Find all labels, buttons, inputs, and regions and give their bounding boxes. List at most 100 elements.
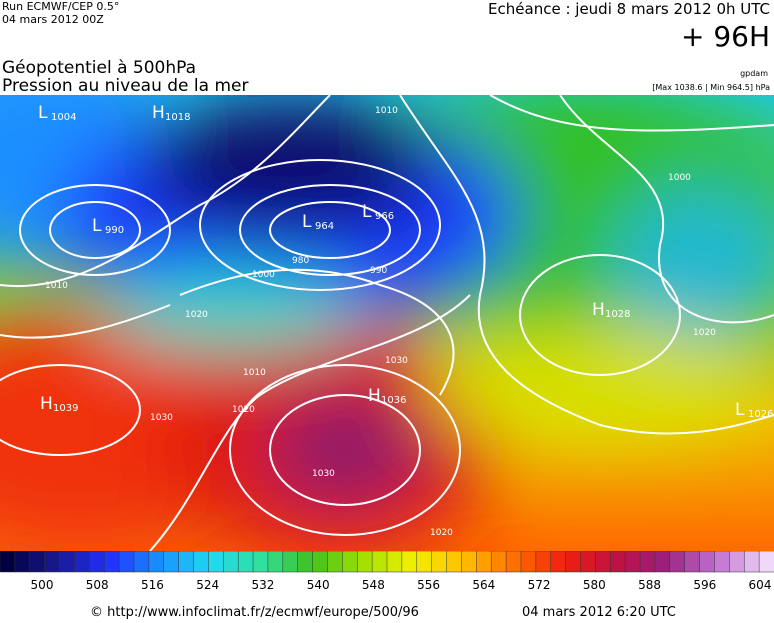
isobar-label: 1000 bbox=[252, 270, 275, 280]
extremes-label: [Max 1038.6 | Min 964.5] hPa bbox=[652, 83, 770, 92]
scale-label: 588 bbox=[638, 578, 661, 592]
swatch bbox=[550, 551, 567, 573]
footer-date: 04 mars 2012 6:20 UTC bbox=[522, 605, 676, 620]
scale-label: 564 bbox=[472, 578, 495, 592]
color-scale: 500 508 516 524 532 540 548 556 564 572 580 588 596 6… bbox=[0, 551, 774, 592]
swatch bbox=[208, 551, 225, 573]
source-url: © http://www.infoclimat.fr/z/ecmwf/europ… bbox=[90, 605, 419, 620]
swatch bbox=[758, 551, 774, 573]
isobar-label: 1020 bbox=[185, 310, 208, 320]
swatch bbox=[416, 551, 433, 573]
swatch bbox=[133, 551, 150, 573]
swatch bbox=[29, 551, 46, 573]
swatch bbox=[371, 551, 388, 573]
scale-label: 572 bbox=[528, 578, 551, 592]
swatch bbox=[669, 551, 686, 573]
scale-label: 524 bbox=[196, 578, 219, 592]
swatch bbox=[610, 551, 626, 573]
swatch bbox=[59, 551, 76, 573]
swatch bbox=[386, 551, 403, 573]
isobar-label: 980 bbox=[292, 256, 309, 266]
run-date: 04 mars 2012 00Z bbox=[2, 13, 104, 26]
center-kind: L bbox=[38, 103, 48, 123]
isobar-label: 1000 bbox=[668, 173, 691, 183]
swatch bbox=[729, 551, 745, 573]
swatches bbox=[0, 551, 774, 573]
scale-labels: 500 508 516 524 532 540 548 556 564 572 580 588 596 6… bbox=[31, 578, 772, 592]
swatch bbox=[312, 551, 329, 573]
center-kind: H bbox=[592, 300, 605, 320]
center-kind: H bbox=[152, 103, 165, 123]
swatch bbox=[565, 551, 582, 573]
swatch bbox=[103, 551, 120, 573]
swatch bbox=[193, 551, 210, 573]
swatch bbox=[223, 551, 239, 573]
center-kind: H bbox=[40, 394, 53, 414]
center-value: 1018 bbox=[165, 112, 190, 123]
isobar-label: 1010 bbox=[45, 281, 68, 291]
scale-label: 604 bbox=[749, 578, 772, 592]
isobar-label: 1020 bbox=[430, 528, 453, 538]
swatch bbox=[505, 551, 522, 573]
swatch bbox=[342, 551, 358, 573]
center-kind: L bbox=[92, 216, 102, 236]
center-value: 1026 bbox=[748, 409, 773, 420]
swatch bbox=[252, 551, 269, 573]
swatch bbox=[267, 551, 284, 573]
swatch bbox=[684, 551, 701, 573]
valid-time: Echéance : jeudi 8 mars 2012 0h UTC bbox=[488, 0, 770, 18]
scale-label: 556 bbox=[417, 578, 440, 592]
swatch bbox=[490, 551, 507, 573]
swatch bbox=[520, 551, 537, 573]
swatch bbox=[476, 551, 492, 573]
swatch bbox=[461, 551, 478, 573]
swatch bbox=[654, 551, 671, 573]
swatch bbox=[282, 551, 299, 573]
swatch bbox=[699, 551, 716, 573]
swatch bbox=[327, 551, 344, 573]
swatch bbox=[595, 551, 612, 573]
swatch bbox=[118, 551, 135, 573]
center-value: 964 bbox=[315, 221, 334, 232]
scale-label: 548 bbox=[362, 578, 385, 592]
swatch bbox=[401, 551, 418, 573]
isobars bbox=[0, 95, 774, 551]
scale-label: 596 bbox=[693, 578, 716, 592]
scale-label: 500 bbox=[31, 578, 54, 592]
swatch bbox=[639, 551, 656, 573]
swatch bbox=[624, 551, 641, 573]
center-value: 1036 bbox=[381, 395, 406, 406]
swatch bbox=[89, 551, 105, 573]
swatch bbox=[0, 551, 16, 573]
swatch bbox=[714, 551, 731, 573]
swatch bbox=[580, 551, 597, 573]
isobar-label: 1010 bbox=[243, 368, 266, 378]
isobar-label: 1030 bbox=[385, 356, 408, 366]
center-kind: L bbox=[302, 212, 312, 232]
isobar-label: 990 bbox=[370, 266, 387, 276]
center-value: 1028 bbox=[605, 309, 630, 320]
unit-label: gpdam bbox=[740, 69, 768, 78]
center-value: 990 bbox=[105, 225, 124, 236]
swatch bbox=[743, 551, 760, 573]
field-subtitle: Pression au niveau de la mer bbox=[2, 76, 249, 96]
swatch bbox=[535, 551, 552, 573]
scale-label: 540 bbox=[307, 578, 330, 592]
swatch bbox=[431, 551, 448, 573]
field-title: Géopotentiel à 500hPa bbox=[2, 58, 197, 78]
isobar-label: 1010 bbox=[375, 106, 398, 116]
swatch bbox=[178, 551, 195, 573]
isobar-label: 1030 bbox=[150, 413, 173, 423]
scale-label: 532 bbox=[251, 578, 274, 592]
lead-time: + 96H bbox=[680, 20, 770, 53]
swatch bbox=[446, 551, 463, 573]
center-kind: L bbox=[362, 202, 372, 222]
swatch bbox=[148, 551, 165, 573]
scale-label: 580 bbox=[583, 578, 606, 592]
isobar-label: 1020 bbox=[693, 328, 716, 338]
center-value: 1004 bbox=[51, 112, 76, 123]
field-shading bbox=[0, 95, 774, 551]
